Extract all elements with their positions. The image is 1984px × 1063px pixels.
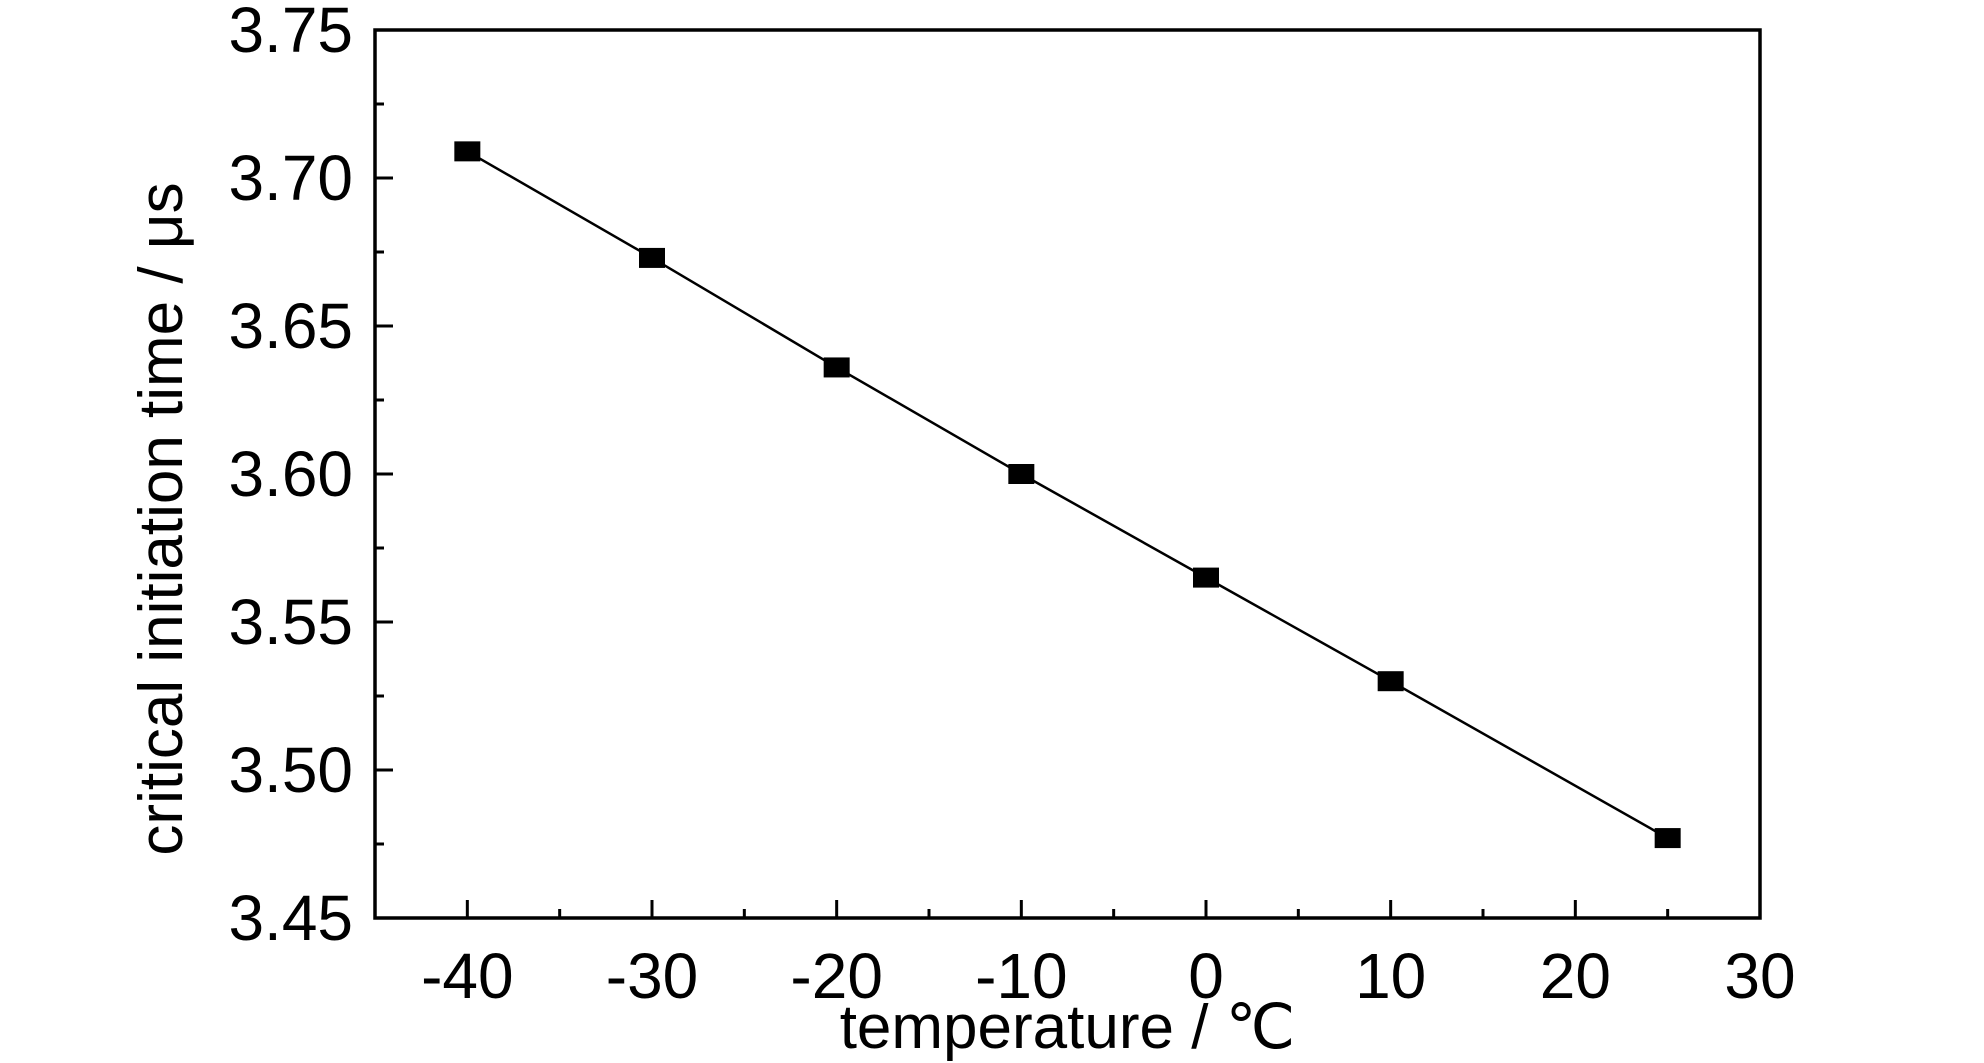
x-tick-label: -20 xyxy=(790,940,883,1012)
y-tick-label: 3.50 xyxy=(228,734,353,806)
x-tick-label: -40 xyxy=(421,940,514,1012)
data-point xyxy=(639,247,665,268)
x-tick-label: 30 xyxy=(1724,940,1795,1012)
x-tick-label: 10 xyxy=(1355,940,1426,1012)
data-point xyxy=(454,141,481,162)
data-point xyxy=(1654,828,1681,849)
data-point xyxy=(1193,567,1219,588)
y-axis-title: critical initiation time / μs xyxy=(127,182,196,855)
plot-frame xyxy=(373,28,1762,920)
y-tick-label: 3.60 xyxy=(228,438,353,510)
data-point xyxy=(1377,671,1404,692)
data-point xyxy=(1008,464,1035,484)
series xyxy=(454,141,1681,849)
x-tick-label: -10 xyxy=(975,940,1068,1012)
y-tick-label: 3.55 xyxy=(228,586,353,658)
x-tick-label: 0 xyxy=(1188,940,1224,1012)
x-tick-label: 20 xyxy=(1540,940,1611,1012)
plot-border xyxy=(373,28,1762,920)
data-point xyxy=(823,357,850,378)
y-tick-label: 3.75 xyxy=(228,0,353,66)
y-tick-label: 3.45 xyxy=(228,882,353,954)
y-tick-label: 3.70 xyxy=(228,142,353,214)
tick-labels: -40 -30 -20 -10 0 10 20 30 3.45 3.50 3.55 3.60 3.65 3… xyxy=(228,0,1795,1012)
axis-ticks xyxy=(373,28,1762,920)
y-tick-label: 3.65 xyxy=(228,290,353,362)
x-tick-label: -30 xyxy=(606,940,699,1012)
x-axis-title: temperature / ℃ xyxy=(840,993,1296,1062)
